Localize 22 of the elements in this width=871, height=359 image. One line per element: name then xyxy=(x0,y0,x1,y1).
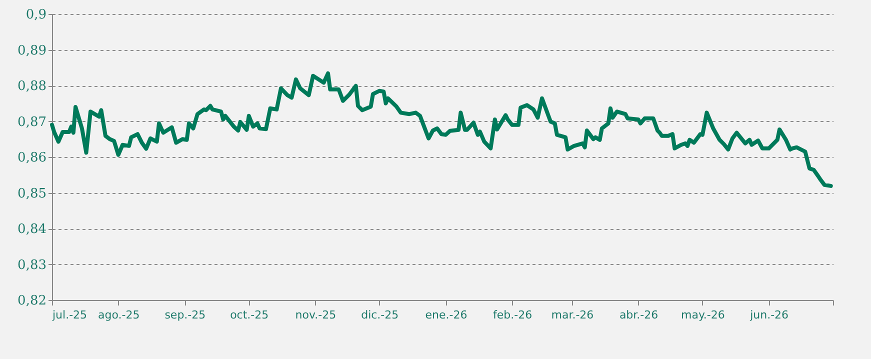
y-tick-label: 0,87 xyxy=(18,114,46,130)
y-tick-label: 0,86 xyxy=(18,150,46,166)
x-tick-label: sep.-25 xyxy=(164,308,206,322)
x-tick-label: may.-26 xyxy=(681,308,725,322)
y-tick-label: 0,84 xyxy=(18,222,46,237)
y-tick-label: 0,89 xyxy=(18,43,46,58)
x-tick-label: abr.-26 xyxy=(619,308,658,322)
y-tick-label: 0,88 xyxy=(18,79,46,94)
y-tick-label: 0,85 xyxy=(18,186,46,202)
x-tick-label: oct.-25 xyxy=(230,308,269,322)
y-tick-label: 0,83 xyxy=(18,258,46,273)
y-tick-label: 0,82 xyxy=(18,294,46,308)
y-tick-label: 0,9 xyxy=(26,8,46,22)
x-tick-label: feb.-26 xyxy=(492,308,532,322)
x-tick-label: nov.-25 xyxy=(295,308,336,322)
x-tick-label: jul.-25 xyxy=(52,308,88,322)
x-tick-label: mar.-26 xyxy=(551,308,594,322)
line-series xyxy=(50,71,833,188)
x-tick-label: dic.-25 xyxy=(361,308,399,322)
x-tick-label: ene.-26 xyxy=(425,308,468,322)
x-tick-label: jun.-26 xyxy=(749,308,789,322)
x-tick-label: ago.-25 xyxy=(98,308,140,322)
